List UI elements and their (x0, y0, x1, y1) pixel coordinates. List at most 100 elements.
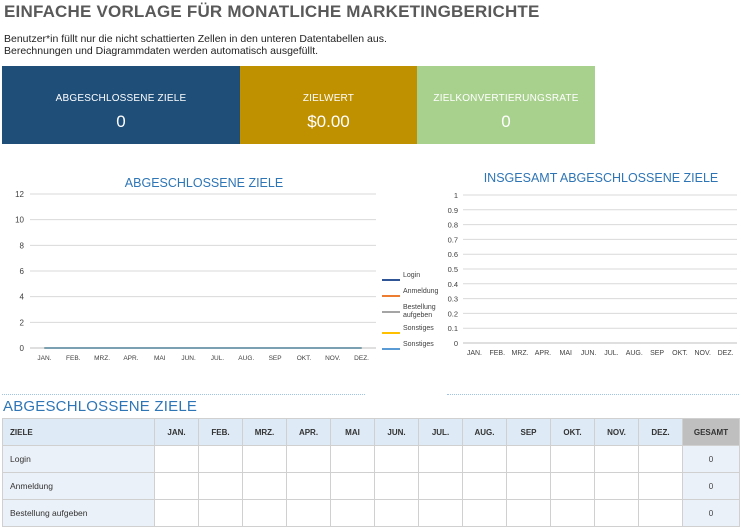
data-cell[interactable] (374, 499, 419, 527)
x-tick-label: SEP (650, 350, 664, 357)
data-cell[interactable] (242, 499, 287, 527)
y-tick-label: 0.8 (448, 221, 458, 230)
table-header-row: ZIELE JAN. FEB. MRZ. APR. MAI JUN. JUL. AUG. SEP… (2, 418, 740, 446)
y-tick-label: 0 (20, 344, 25, 353)
data-cell[interactable] (242, 445, 287, 473)
y-tick-label: 0.5 (448, 265, 458, 274)
kpi-goal-value: ZIELWERT $0.00 (240, 66, 417, 144)
data-cell[interactable] (638, 472, 683, 500)
data-cell[interactable] (198, 499, 243, 527)
bar-chart-title: INSGESAMT ABGESCHLOSSENE ZIELE (483, 171, 719, 185)
data-cell[interactable] (550, 445, 595, 473)
data-cell[interactable] (506, 472, 551, 500)
y-tick-label: 6 (20, 267, 25, 276)
kpi-goals-completed: ABGESCHLOSSENE ZIELE 0 (2, 66, 240, 144)
x-tick-label: SEP (269, 355, 282, 362)
y-tick-label: 0.3 (448, 295, 458, 304)
data-cell[interactable] (154, 499, 199, 527)
data-cell[interactable] (286, 499, 331, 527)
data-cell[interactable] (506, 445, 551, 473)
table-row: Anmeldung 0 (2, 472, 740, 500)
table-row: Login 0 (2, 445, 740, 473)
y-tick-label: 0.2 (448, 309, 458, 318)
kpi-goal-value-value[interactable]: $0.00 (307, 112, 350, 131)
data-cell[interactable] (506, 499, 551, 527)
header-month: DEZ. (638, 418, 683, 446)
y-tick-label: 0.7 (448, 235, 458, 244)
header-month: JAN. (154, 418, 199, 446)
legend-label: Bestellung (403, 304, 436, 311)
page-title: EINFACHE VORLAGE FÜR MONATLICHE MARKETIN… (4, 2, 540, 21)
legend-label: Sonstiges (403, 341, 434, 348)
row-label: Bestellung aufgeben (2, 499, 155, 527)
kpi-conversion-rate: ZIELKONVERTIERUNGSRATE 0 (417, 66, 595, 144)
x-tick-label: MRZ. (512, 350, 529, 357)
x-tick-label: FEB. (489, 350, 505, 357)
y-tick-label: 1 (454, 191, 458, 200)
legend-label: Sonstiges (403, 325, 434, 332)
x-tick-label: DEZ. (718, 350, 734, 357)
data-cell[interactable] (462, 445, 507, 473)
data-cell[interactable] (638, 445, 683, 473)
data-cell[interactable] (550, 499, 595, 527)
data-cell[interactable] (418, 472, 463, 500)
data-cell[interactable] (462, 472, 507, 500)
y-tick-label: 2 (20, 318, 25, 327)
data-cell[interactable] (330, 472, 375, 500)
x-tick-label: DEZ. (354, 355, 369, 362)
y-tick-label: 0.6 (448, 250, 458, 259)
data-cell[interactable] (330, 445, 375, 473)
kpi-conversion-rate-label: ZIELKONVERTIERUNGSRATE (433, 93, 579, 104)
y-tick-label: 0.9 (448, 206, 458, 215)
x-tick-label: JUL. (604, 350, 618, 357)
data-cell[interactable] (374, 445, 419, 473)
data-cell[interactable] (286, 445, 331, 473)
header-month: SEP (506, 418, 551, 446)
header-month: JUL. (418, 418, 463, 446)
kpi-conversion-rate-value[interactable]: 0 (501, 112, 511, 131)
data-cell[interactable] (418, 499, 463, 527)
table-row: Bestellung aufgeben 0 (2, 499, 740, 527)
header-goals: ZIELE (2, 418, 155, 446)
header-month: APR. (286, 418, 331, 446)
legend-label: Anmeldung (403, 288, 439, 295)
data-cell[interactable] (418, 445, 463, 473)
line-chart[interactable]: 0 2 4 6 8 10 12 JAN. FEB. MRZ. APR. MAI JUN. JUL. AUG.… (0, 186, 445, 366)
data-cell[interactable] (374, 472, 419, 500)
y-tick-label: 0.1 (448, 324, 458, 333)
x-tick-label: MAI (154, 355, 166, 362)
header-month: FEB. (198, 418, 243, 446)
y-tick-label: 4 (20, 293, 25, 302)
x-tick-label: FEB. (66, 355, 81, 362)
header-month: OKT. (550, 418, 595, 446)
data-cell[interactable] (242, 472, 287, 500)
row-total: 0 (682, 445, 740, 473)
data-cell[interactable] (462, 499, 507, 527)
data-cell[interactable] (550, 472, 595, 500)
data-cell[interactable] (198, 445, 243, 473)
goals-table: ZIELE JAN. FEB. MRZ. APR. MAI JUN. JUL. AUG. SEP… (2, 418, 740, 527)
data-cell[interactable] (330, 499, 375, 527)
legend-label: Login (403, 272, 420, 279)
data-cell[interactable] (198, 472, 243, 500)
kpi-goals-completed-value[interactable]: 0 (116, 112, 126, 131)
x-tick-label: APR. (535, 350, 551, 357)
data-cell[interactable] (594, 445, 639, 473)
data-cell[interactable] (638, 499, 683, 527)
kpi-goal-value-label: ZIELWERT (302, 93, 355, 104)
header-month: NOV. (594, 418, 639, 446)
x-tick-label: OKT. (672, 350, 688, 357)
data-cell[interactable] (154, 445, 199, 473)
line-chart-title: ABGESCHLOSSENE ZIELE (124, 176, 284, 190)
divider-left (2, 394, 365, 395)
data-cell[interactable] (154, 472, 199, 500)
data-cell[interactable] (594, 472, 639, 500)
header-month: MRZ. (242, 418, 287, 446)
instructions-line-2: Berechnungen und Diagrammdaten werden au… (4, 45, 319, 57)
bar-chart[interactable]: 0 0.1 0.2 0.3 0.4 0.5 0.6 0.7 0.8 0.9 1 JAN. FEB. MRZ… (440, 186, 741, 362)
header-total: GESAMT (682, 418, 740, 446)
header-month: MAI (330, 418, 375, 446)
row-total: 0 (682, 499, 740, 527)
data-cell[interactable] (594, 499, 639, 527)
data-cell[interactable] (286, 472, 331, 500)
